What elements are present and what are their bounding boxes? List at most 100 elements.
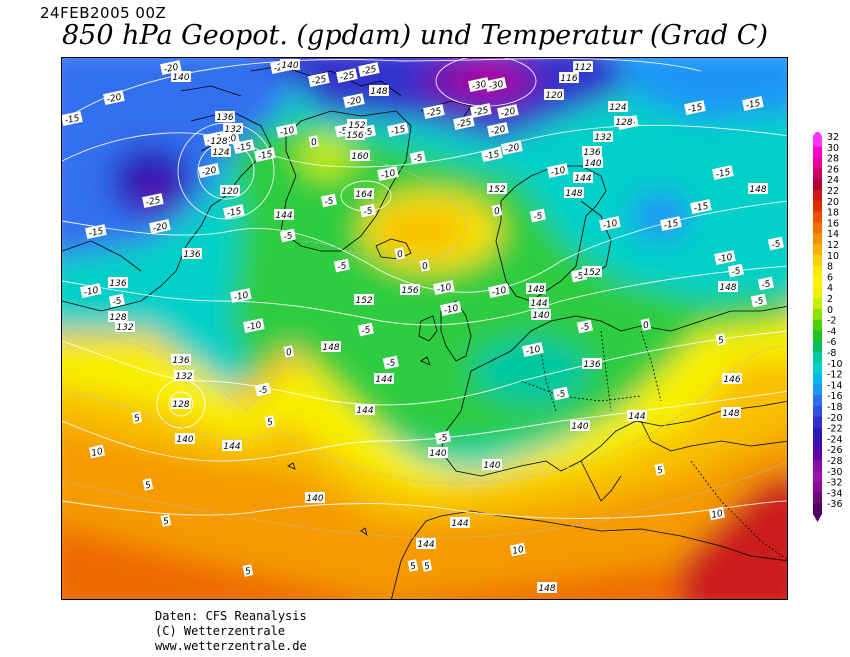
svg-text:-10: -10 [602, 219, 619, 232]
geopotential-label: 140 [171, 71, 191, 83]
svg-text:148: 148 [749, 185, 766, 195]
svg-text:140: 140 [584, 159, 601, 169]
svg-text:152: 152 [355, 296, 372, 306]
svg-text:10: 10 [512, 545, 526, 557]
legend-label: -4 [827, 326, 836, 337]
temperature-label: -30 [485, 77, 507, 92]
temperature-label: 5 [654, 463, 666, 476]
geopotential-label: 136 [108, 277, 128, 289]
temperature-label: -5 [576, 319, 593, 334]
geopotential-label: 156 [345, 129, 365, 141]
legend-swatch [813, 395, 822, 407]
legend-arrow-top [813, 132, 822, 136]
temperature-label: 10 [88, 444, 105, 459]
legend-label: -14 [827, 380, 843, 391]
geopotential-label: 160 [350, 150, 370, 162]
legend-swatch [813, 276, 822, 288]
legend-label: 2 [827, 294, 833, 305]
svg-text:-10: -10 [279, 126, 296, 139]
temperature-label: -15 [742, 96, 764, 111]
svg-text:148: 148 [565, 189, 582, 199]
svg-text:116: 116 [560, 74, 577, 84]
temperature-label: 5 [407, 559, 419, 572]
temperature-label: -15 [481, 147, 503, 162]
geopotential-label: 148 [526, 283, 546, 295]
legend-swatch [813, 200, 822, 212]
svg-text:-20: -20 [152, 222, 169, 235]
temperature-label: -15 [684, 100, 706, 115]
svg-text:-15: -15 [715, 168, 732, 181]
geopotential-label: 148 [537, 582, 557, 594]
temperature-label: 5 [131, 411, 143, 424]
svg-text:140: 140 [571, 422, 588, 432]
legend-label: 30 [827, 143, 839, 154]
geopotential-label: 148 [721, 407, 741, 419]
svg-text:-10: -10 [233, 291, 250, 304]
temperature-label: -20 [198, 163, 220, 178]
svg-text:128: 128 [210, 137, 227, 147]
svg-text:-20: -20 [201, 166, 218, 179]
temperature-label: 5 [242, 564, 254, 577]
geopotential-label: 156 [400, 284, 420, 296]
svg-text:128: 128 [615, 118, 632, 128]
legend-label: 4 [827, 283, 833, 294]
legend-swatch [813, 416, 822, 428]
legend-swatch [813, 222, 822, 234]
svg-text:-5: -5 [283, 231, 294, 243]
geopotential-label: 116 [559, 72, 579, 84]
legend-arrow-bottom [813, 514, 822, 522]
legend-label: 6 [827, 272, 833, 283]
temperature-label: -5 [254, 382, 271, 397]
svg-text:-25: -25 [311, 75, 328, 88]
svg-text:148: 148 [527, 285, 544, 295]
temperature-label: -15 [712, 165, 734, 180]
svg-text:144: 144 [628, 412, 645, 422]
legend-swatch [813, 438, 822, 450]
geopotential-label: 148 [718, 281, 738, 293]
svg-text:-5: -5 [438, 433, 449, 445]
geopotential-label: 144 [450, 517, 470, 529]
legend-label: -8 [827, 348, 836, 359]
svg-text:-5: -5 [258, 385, 269, 397]
svg-text:132: 132 [175, 372, 192, 382]
svg-text:-5: -5 [580, 322, 591, 334]
svg-text:140: 140 [532, 311, 549, 321]
legend-swatch [813, 168, 822, 180]
geopotential-label: 148 [748, 183, 768, 195]
svg-text:140: 140 [429, 449, 446, 459]
geopotential-label: 140 [305, 492, 325, 504]
svg-text:-25: -25 [456, 118, 473, 131]
geopotential-label: 136 [215, 111, 235, 123]
legend-label: 8 [827, 262, 833, 273]
svg-text:140: 140 [483, 461, 500, 471]
svg-text:-10: -10 [246, 321, 263, 334]
temperature-label: -25 [470, 103, 492, 118]
temperature-label: 5 [421, 559, 433, 572]
legend-swatch [813, 460, 822, 472]
geopotential-isolines [62, 58, 787, 519]
legend-swatch [813, 373, 822, 385]
svg-text:-5: -5 [761, 279, 772, 291]
geopotential-label: 136 [171, 354, 191, 366]
map-date: 24FEB2005 00Z [40, 4, 167, 22]
temperature-label: -10 [243, 318, 265, 333]
temperature-label: 5 [264, 415, 276, 428]
geopotential-label: 140 [570, 420, 590, 432]
geopotential-label: 152 [582, 266, 602, 278]
geopotential-label: 128 [108, 311, 128, 323]
svg-text:-5: -5 [533, 211, 544, 223]
svg-text:144: 144 [574, 174, 591, 184]
temperature-label: 0 [308, 135, 320, 148]
temperature-label: -20 [487, 122, 509, 137]
geopotential-label: 164 [354, 188, 374, 200]
svg-text:-25: -25 [145, 196, 162, 209]
temperature-label: -5 [108, 293, 125, 308]
legend-label: -34 [827, 488, 843, 499]
svg-text:144: 144 [275, 211, 292, 221]
svg-text:120: 120 [221, 187, 238, 197]
temperature-label: -5 [767, 236, 784, 251]
legend-label: -18 [827, 402, 843, 413]
svg-text:-5: -5 [337, 261, 348, 273]
svg-text:-5: -5 [413, 153, 424, 165]
svg-text:148: 148 [322, 343, 339, 353]
